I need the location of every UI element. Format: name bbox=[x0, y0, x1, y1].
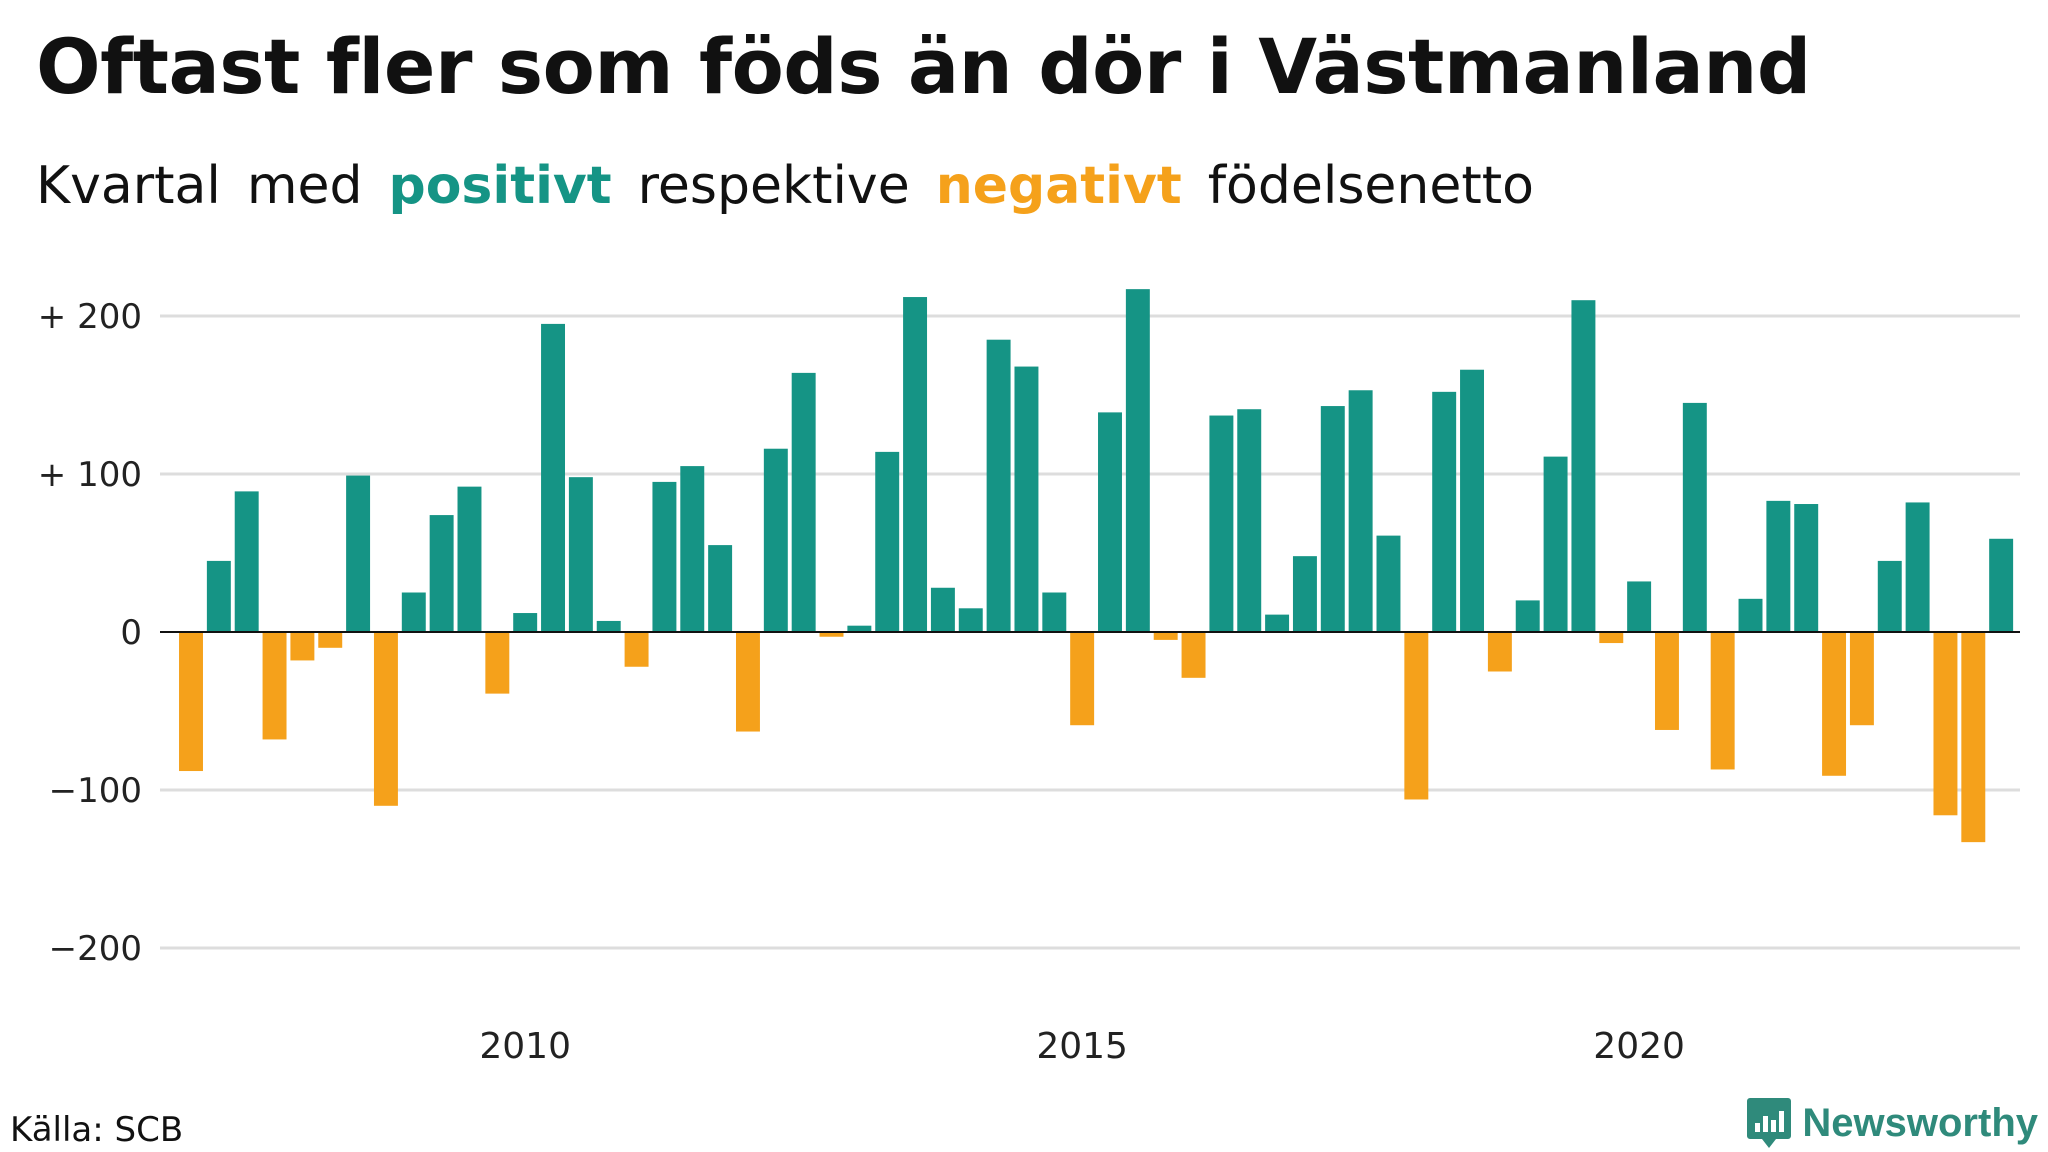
bar-positive bbox=[1877, 560, 1902, 632]
bar-negative bbox=[735, 632, 760, 732]
bar-positive bbox=[791, 372, 816, 632]
bar-positive bbox=[903, 297, 928, 632]
bar-negative bbox=[1961, 632, 1986, 843]
bar-positive bbox=[763, 448, 788, 632]
bar-positive bbox=[1042, 592, 1067, 632]
chart-title: Oftast fler som föds än dör i Västmanlan… bbox=[36, 22, 1811, 111]
bar-positive bbox=[1432, 391, 1457, 632]
bar-positive bbox=[1682, 402, 1707, 632]
bar-negative bbox=[1933, 632, 1958, 816]
newsworthy-logo-icon bbox=[1747, 1098, 1792, 1148]
subtitle-word-respectively: respektive bbox=[637, 156, 910, 216]
bar-positive bbox=[234, 491, 259, 632]
legend-negative: negativt bbox=[935, 156, 1182, 216]
bar-positive bbox=[1098, 412, 1122, 632]
bar-positive bbox=[1571, 300, 1596, 632]
bar-negative bbox=[262, 632, 287, 740]
bar-negative bbox=[290, 632, 315, 661]
bar-negative bbox=[819, 632, 844, 637]
bar-positive bbox=[875, 451, 900, 632]
bar-negative bbox=[1181, 632, 1206, 678]
y-tick-label: + 100 bbox=[38, 455, 142, 495]
bar-negative bbox=[1153, 632, 1178, 640]
bar-positive bbox=[680, 466, 705, 632]
y-tick-label: 0 bbox=[120, 613, 142, 653]
bar-positive bbox=[457, 486, 482, 632]
bar-negative bbox=[1710, 632, 1735, 770]
bar-positive bbox=[1515, 600, 1540, 632]
y-tick-label: −200 bbox=[49, 929, 142, 969]
bar-positive bbox=[847, 625, 872, 632]
legend-positive: positivt bbox=[388, 156, 612, 216]
bar-positive bbox=[1543, 456, 1568, 632]
bar-positive bbox=[346, 475, 371, 632]
bar-positive bbox=[708, 545, 733, 632]
bar-positive bbox=[429, 515, 454, 632]
bar-negative bbox=[1654, 632, 1679, 730]
bar-negative bbox=[1487, 632, 1512, 672]
bar-positive bbox=[401, 592, 426, 632]
brand-logo: Newsworthy bbox=[1746, 1096, 2038, 1150]
bar-positive bbox=[986, 339, 1011, 632]
bar-negative bbox=[373, 632, 398, 806]
bar-positive bbox=[652, 481, 677, 632]
bar-negative bbox=[1070, 632, 1095, 726]
chart-subtitle: Kvartal med positivt respektive negativt föde… bbox=[36, 156, 1560, 216]
bar-negative bbox=[624, 632, 649, 667]
subtitle-word-quarter: Kvartal bbox=[36, 156, 221, 216]
bar-negative bbox=[1849, 632, 1874, 726]
bar-positive bbox=[1460, 369, 1485, 632]
x-tick-label: 2015 bbox=[1036, 1026, 1128, 1067]
bar-positive bbox=[596, 620, 621, 632]
x-tick-label: 2020 bbox=[1593, 1026, 1685, 1067]
brand-name: Newsworthy bbox=[1802, 1100, 2038, 1145]
bar-positive bbox=[1738, 598, 1763, 632]
bar-positive bbox=[1320, 406, 1345, 632]
bar-negative bbox=[1599, 632, 1624, 644]
x-tick-label: 2010 bbox=[479, 1026, 571, 1067]
bar-positive bbox=[1376, 535, 1401, 632]
bar-positive bbox=[1766, 500, 1791, 632]
bar-negative bbox=[179, 632, 203, 772]
bar-positive bbox=[1209, 415, 1234, 632]
subtitle-word-with: med bbox=[246, 156, 363, 216]
y-tick-label: −100 bbox=[49, 771, 142, 811]
bar-negative bbox=[485, 632, 510, 694]
y-tick-label: + 200 bbox=[38, 297, 142, 337]
bar-positive bbox=[206, 560, 231, 632]
bar-positive bbox=[513, 613, 538, 632]
subtitle-word-net-births: födelsenetto bbox=[1207, 156, 1534, 216]
bar-positive bbox=[930, 587, 955, 632]
bar-positive bbox=[1627, 581, 1652, 632]
bar-positive bbox=[1348, 390, 1373, 632]
bar-negative bbox=[318, 632, 343, 648]
bar-positive bbox=[1989, 538, 2014, 632]
bar-positive bbox=[1014, 366, 1039, 632]
bar-positive bbox=[1794, 504, 1819, 632]
bar-negative bbox=[1404, 632, 1429, 800]
bar-positive bbox=[1292, 556, 1317, 632]
bar-positive bbox=[1125, 289, 1150, 632]
bar-negative bbox=[1822, 632, 1847, 776]
source-note: Källa: SCB bbox=[10, 1110, 184, 1150]
bar-positive bbox=[958, 608, 983, 632]
bar-positive bbox=[1905, 502, 1930, 632]
bar-positive bbox=[1237, 409, 1262, 632]
bar-positive bbox=[1265, 614, 1290, 632]
bar-positive bbox=[568, 477, 593, 632]
bar-positive bbox=[541, 323, 566, 632]
